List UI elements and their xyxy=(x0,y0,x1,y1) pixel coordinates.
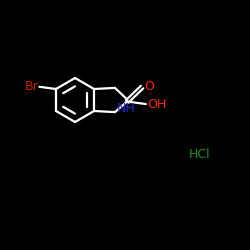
Text: OH: OH xyxy=(147,98,166,110)
Text: HCl: HCl xyxy=(189,148,211,162)
Text: Br: Br xyxy=(24,80,38,93)
Text: O: O xyxy=(144,80,154,93)
Text: NH: NH xyxy=(116,102,135,115)
